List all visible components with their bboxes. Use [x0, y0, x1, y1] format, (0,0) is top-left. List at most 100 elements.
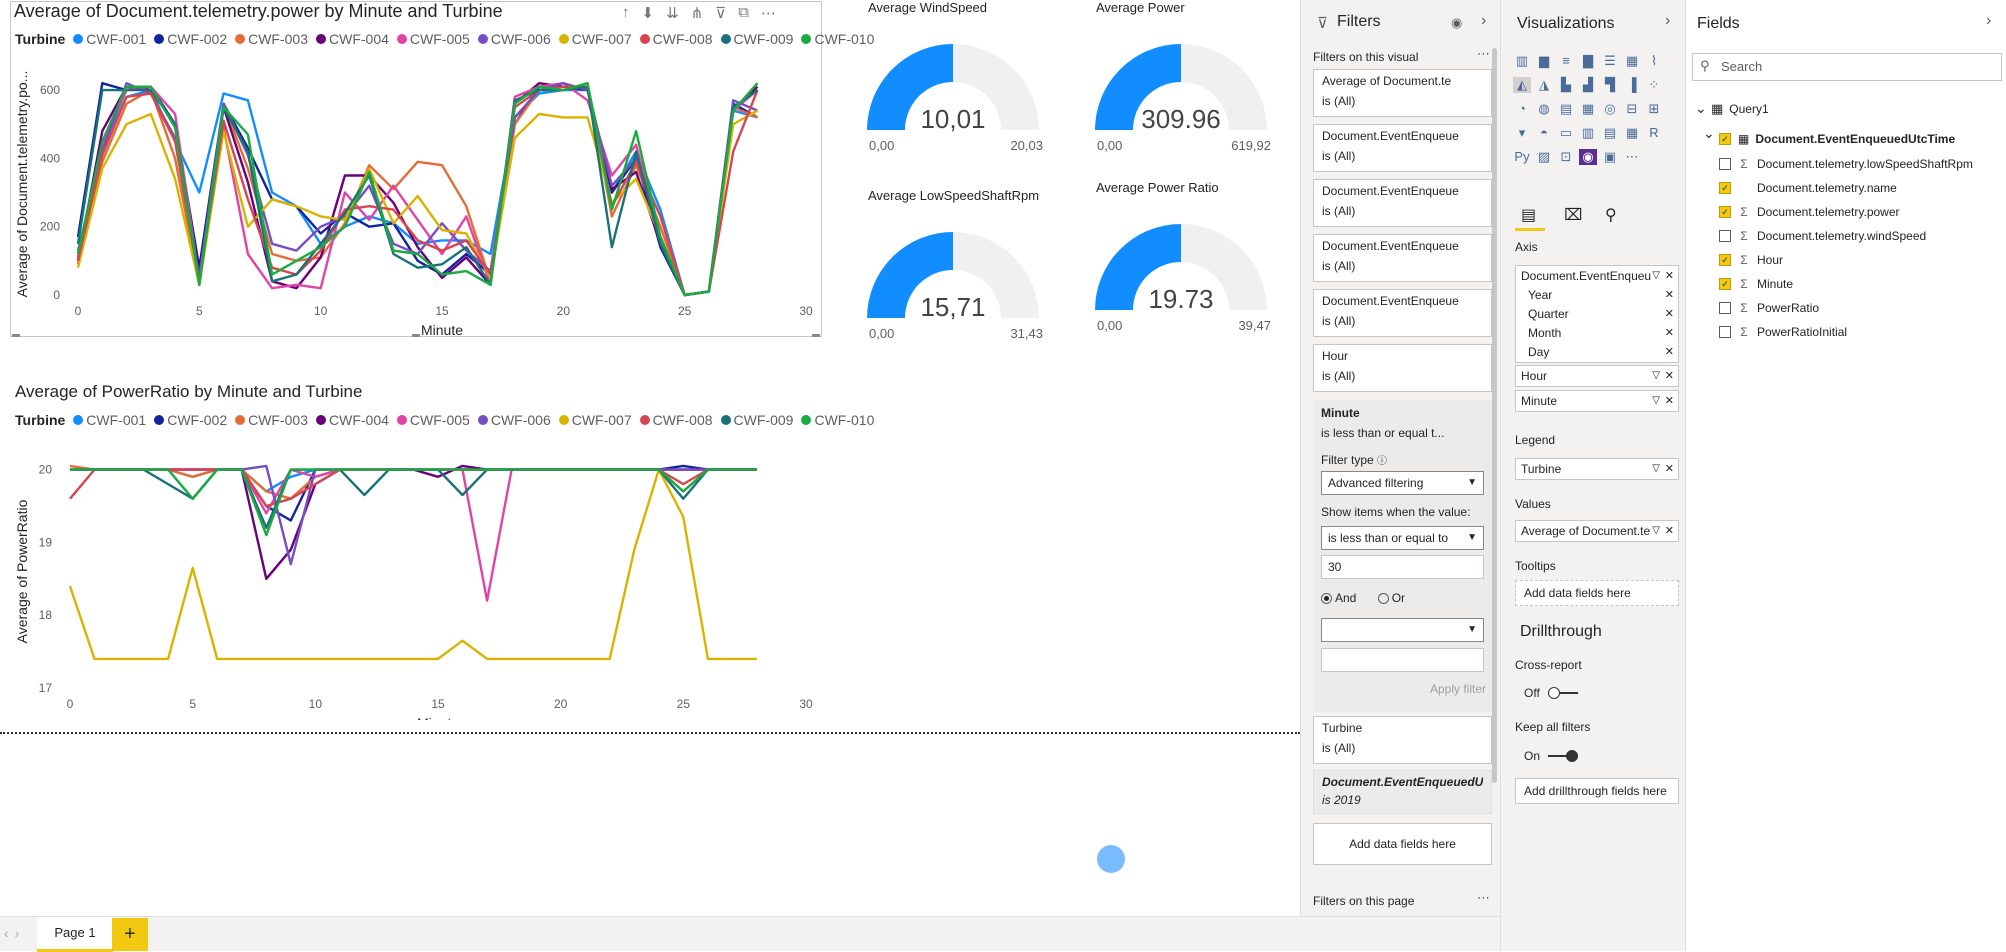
tab-page-1[interactable]: Page 1	[37, 917, 113, 952]
field-item[interactable]: Σ Document.telemetry.windSpeed	[1719, 229, 1926, 243]
and-radio[interactable]	[1321, 593, 1332, 605]
filter-card-hour[interactable]: Hour is (All)	[1313, 344, 1492, 392]
chevron-down-icon[interactable]: ▽	[1652, 395, 1660, 406]
add-page-button[interactable]: +	[112, 918, 148, 951]
filter-card[interactable]: Document.EventEnqueue is (All)	[1313, 234, 1492, 282]
visual-type-icon[interactable]: ⌇	[1650, 53, 1658, 68]
resize-handle[interactable]	[812, 334, 820, 337]
remove-field-icon[interactable]: ✕	[1664, 463, 1674, 475]
visual-type-icon[interactable]: Py	[1514, 149, 1530, 164]
analytics-magnifier-icon[interactable]: ⚲	[1605, 207, 1617, 224]
cross-report-toggle[interactable]: Off	[1524, 686, 1578, 700]
visual-type-icon[interactable]: ▣	[1603, 149, 1617, 164]
field-item[interactable]: Σ PowerRatioInitial	[1719, 325, 1847, 339]
filter-card-turbine[interactable]: Turbine is (All)	[1313, 716, 1492, 764]
visual-type-icon[interactable]: ▾	[1518, 125, 1526, 140]
visual-type-icon[interactable]: R	[1649, 125, 1659, 140]
field-checkbox[interactable]	[1719, 326, 1731, 338]
series-line-cwf-008[interactable]	[76, 85, 759, 297]
chevron-down-icon[interactable]: ⌄	[1703, 125, 1715, 141]
series-line-cwf-007[interactable]	[76, 109, 759, 297]
remove-field-icon[interactable]: ✕	[1664, 370, 1674, 382]
series-line-cwf-009[interactable]	[70, 468, 757, 530]
visual-type-icon[interactable]: ◓	[1540, 125, 1548, 140]
visual-type-icon[interactable]: ▇	[1583, 53, 1593, 68]
second-value-input[interactable]	[1321, 648, 1484, 672]
legend-item[interactable]: CWF-007	[558, 31, 632, 47]
filter-type-select[interactable]: Advanced filtering ▼	[1321, 471, 1484, 495]
filter-card[interactable]: Document.EventEnqueue is (All)	[1313, 124, 1492, 172]
remove-field-icon[interactable]: ✕	[1664, 327, 1674, 339]
visual-type-icon[interactable]: ⋯	[1625, 149, 1639, 164]
visual-type-icon[interactable]: ⊡	[1560, 149, 1572, 164]
search-input[interactable]: Search	[1692, 53, 2002, 81]
filter-value-input[interactable]: 30	[1321, 555, 1484, 579]
legend-item[interactable]: CWF-003	[235, 31, 308, 47]
field-checkbox[interactable]: ✓	[1719, 182, 1731, 194]
visual-type-icon[interactable]: ▭	[1559, 125, 1573, 140]
series-line-cwf-010[interactable]	[76, 82, 759, 297]
legend-item[interactable]: CWF-004	[316, 31, 389, 47]
field-item[interactable]: ✓ Σ Document.telemetry.power	[1719, 205, 1900, 219]
expand-next-level-icon[interactable]: ⇊	[666, 5, 679, 22]
visual-type-icon[interactable]: ☰	[1604, 53, 1616, 68]
visual-type-icon[interactable]: ▙	[1561, 77, 1571, 92]
legend-item[interactable]: CWF-004	[316, 412, 389, 428]
second-condition-select[interactable]: ▼	[1321, 618, 1484, 642]
focus-mode-icon[interactable]: ⧉	[738, 4, 749, 21]
remove-field-icon[interactable]: ✕	[1664, 289, 1674, 301]
visual-type-icon[interactable]: ▦	[1581, 101, 1595, 116]
resize-handle[interactable]	[12, 334, 20, 337]
remove-field-icon[interactable]: ✕	[1664, 346, 1674, 358]
add-data-fields-filter[interactable]: Add data fields here	[1313, 823, 1492, 865]
visual-type-icon[interactable]: ⁘	[1648, 77, 1660, 92]
series-line-cwf-006[interactable]	[70, 464, 757, 566]
remove-field-icon[interactable]: ✕	[1664, 270, 1674, 282]
field-checkbox[interactable]: ✓	[1719, 206, 1731, 218]
visual-type-icon[interactable]: ▜	[1605, 77, 1615, 92]
series-line-cwf-007[interactable]	[68, 468, 757, 661]
fields-tab-icon[interactable]: ▤	[1521, 207, 1537, 224]
field-checkbox[interactable]: ✓	[1719, 254, 1731, 266]
eye-icon[interactable]: ◉	[1451, 15, 1463, 30]
resize-handle[interactable]	[412, 334, 420, 337]
legend-item[interactable]: CWF-003	[235, 412, 308, 428]
visual-type-icon[interactable]: ▨	[1537, 149, 1551, 164]
field-item[interactable]: ✓ Σ Hour	[1719, 253, 1783, 267]
collapse-fields-icon[interactable]: ›	[1986, 12, 1992, 29]
power-line-chart[interactable]: 0 200 400 600 0 5 10 15 20 25 30 Minute Average of D…	[0, 55, 830, 340]
format-paint-roller-icon[interactable]: ⌧	[1564, 207, 1583, 224]
expand-hierarchy-icon[interactable]: ⋔	[690, 5, 704, 22]
remove-field-icon[interactable]: ✕	[1664, 525, 1674, 537]
gauge-chart[interactable]: 10,01 0,00 20,03	[858, 30, 1058, 160]
visual-type-icon[interactable]: ◍	[1538, 101, 1550, 116]
field-group-date[interactable]: ✓ ▦ Document.EventEnqueuedUtcTime	[1719, 132, 1955, 146]
filter-card[interactable]: Average of Document.te is (All)	[1313, 69, 1492, 117]
visual-type-icon[interactable]: ▟	[1583, 77, 1593, 92]
legend-well[interactable]: Turbine ▽ ✕	[1515, 458, 1679, 480]
filter-icon[interactable]: ⊽	[715, 5, 727, 22]
legend-item[interactable]: CWF-005	[396, 412, 470, 428]
axis-well[interactable]: Document.EventEnqueu ▽ ✕ Year ✕ Quarter ✕ …	[1515, 265, 1679, 363]
keep-filters-toggle[interactable]: On	[1524, 749, 1579, 763]
legend-item[interactable]: CWF-002	[154, 31, 227, 47]
drillthrough-add-field[interactable]: Add drillthrough fields here	[1515, 778, 1679, 804]
apply-filter-button[interactable]: Apply filter	[1430, 682, 1487, 696]
visual-type-icon[interactable]: ▥	[1581, 125, 1595, 140]
legend-item[interactable]: CWF-009	[720, 31, 793, 47]
visual-type-icon[interactable]: ◮	[1539, 77, 1549, 92]
visual-type-icon[interactable]: ▦	[1625, 53, 1639, 68]
more-options-icon[interactable]: ⋯	[760, 5, 776, 22]
legend-item[interactable]: CWF-005	[396, 31, 470, 47]
visual-type-icon[interactable]: ◔	[1518, 101, 1526, 116]
gauge-chart[interactable]: 19.73 0,00 39,47	[1086, 210, 1286, 340]
field-item[interactable]: ✓ Σ Minute	[1719, 277, 1793, 291]
remove-field-icon[interactable]: ✕	[1664, 308, 1674, 320]
visual-type-icon[interactable]: ◭	[1513, 77, 1531, 93]
axis-well-hour[interactable]: Hour ▽ ✕	[1515, 365, 1679, 387]
legend-item[interactable]: CWF-001	[73, 31, 146, 47]
visual-type-icon[interactable]: ▤	[1603, 125, 1617, 140]
legend-item[interactable]: CWF-006	[477, 412, 551, 428]
visual-type-icon[interactable]: ▦	[1625, 125, 1639, 140]
gauge-chart[interactable]: 15,71 0,00 31,43	[858, 218, 1058, 348]
